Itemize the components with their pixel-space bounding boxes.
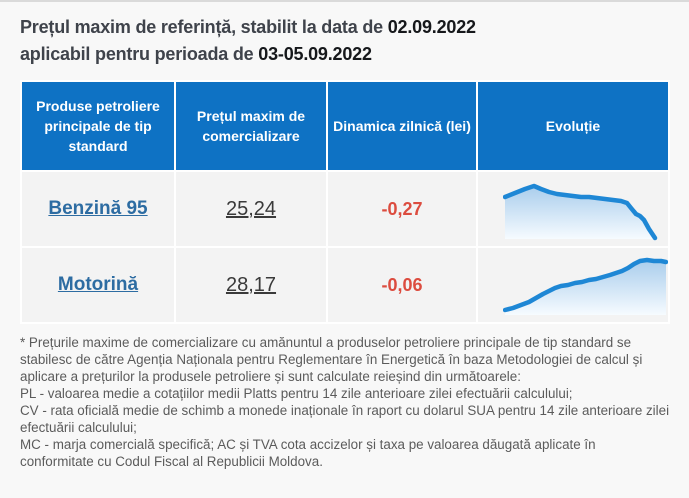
footnote-mc: MC - marja comercială specifică; AC și T… [20, 437, 596, 469]
footnote-pl: PL - valoarea medie a cotațiilor medii P… [20, 386, 573, 401]
column-header-evolution: Evoluție [478, 82, 668, 170]
product-cell: Benzină 95 [22, 172, 174, 246]
footnote-general: * Prețurile maxime de comercializare cu … [20, 335, 643, 384]
product-cell: Motorină [22, 248, 174, 322]
evolution-cell [478, 172, 668, 246]
table-row-motorina: Motorină 28,17 -0,06 [22, 248, 668, 322]
product-link-benzina-95[interactable]: Benzină 95 [48, 198, 148, 219]
dynamic-cell: -0,06 [328, 248, 476, 322]
footnotes-block: * Prețurile maxime de comercializare cu … [20, 334, 670, 470]
header-row: Produse petroliere principale de tip sta… [22, 82, 668, 170]
evolution-cell [478, 248, 668, 322]
title-segment-1: Prețul maxim de referință, stabilit la d… [20, 17, 383, 37]
title-date-2: 03-05.09.2022 [258, 44, 372, 64]
price-cell: 28,17 [176, 248, 326, 322]
table-row-benzina-95: Benzină 95 25,24 -0,27 [22, 172, 668, 246]
product-link-motorina[interactable]: Motorină [57, 274, 139, 295]
daily-dynamic-motorina: -0,06 [381, 274, 423, 295]
column-header-max-price: Prețul maxim de comercializare [176, 82, 326, 170]
column-header-products: Produse petroliere principale de tip sta… [22, 82, 174, 170]
evolution-sparkline-benzina-95 [503, 183, 658, 241]
price-value-motorina[interactable]: 28,17 [225, 273, 277, 296]
page-title: Prețul maxim de referință, stabilit la d… [20, 14, 670, 68]
column-header-daily-dynamic: Dinamica zilnică (lei) [328, 82, 476, 170]
price-value-benzina-95[interactable]: 25,24 [225, 197, 277, 220]
page: Prețul maxim de referință, stabilit la d… [0, 2, 689, 470]
daily-dynamic-benzina-95: -0,27 [381, 198, 423, 219]
title-segment-2: aplicabil pentru perioada de [20, 44, 254, 64]
footnote-cv: CV - rata oficială medie de schimb a mon… [20, 403, 670, 435]
evolution-sparkline-motorina [503, 257, 668, 315]
dynamic-cell: -0,27 [328, 172, 476, 246]
title-date-1: 02.09.2022 [387, 17, 476, 37]
price-cell: 25,24 [176, 172, 326, 246]
price-table: Produse petroliere principale de tip sta… [20, 80, 670, 324]
